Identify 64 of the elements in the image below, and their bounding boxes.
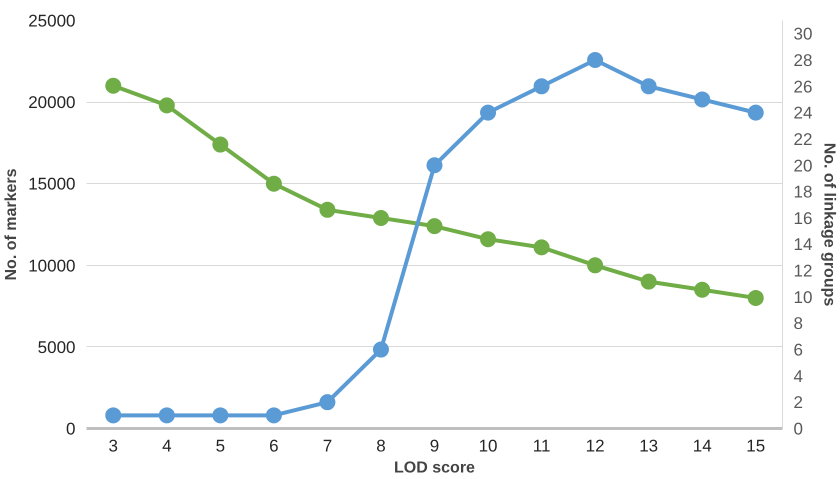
point [266,176,282,192]
x-tick-label: 10 [478,436,498,456]
x-tick-label: 11 [532,436,550,456]
point [105,78,122,94]
x-tick-label: 13 [639,436,658,456]
x-tick-label: 4 [162,436,172,456]
point [640,78,657,94]
y2-tick-label: 10 [794,288,812,307]
x-axis-title: LOD score [394,460,476,476]
y2-tick-label: 18 [794,182,812,202]
point [694,282,710,298]
point [372,210,389,226]
point [534,78,550,94]
x-tick-label: 5 [216,436,226,456]
point [158,97,175,114]
point [534,239,550,256]
point [212,136,228,153]
y-tick-label: 0 [66,420,76,438]
point [587,257,604,274]
x-tick-label: 6 [269,436,279,456]
y2-tick-label: 22 [794,130,812,149]
y2-tick-label: 20 [794,156,812,176]
x-tick-label: 9 [430,436,440,456]
y2-tick-label: 4 [794,366,803,386]
x-tick-label: 3 [108,436,118,456]
y2-axis-title: No. of linkage groups [820,142,838,306]
y-axis-title: No. of markers [3,168,20,281]
point [212,407,228,424]
x-tick-label: 8 [376,436,386,456]
point [480,104,496,121]
point [640,274,657,290]
point [480,231,496,248]
y-tick-label: 20000 [28,93,76,112]
x-tick-label: 7 [322,436,332,456]
y2-tick-label: 8 [794,314,803,334]
y-tick-label: 5000 [38,338,76,357]
point [319,394,336,410]
y-tick-label: 10000 [28,256,76,276]
y2-tick-label: 16 [794,208,812,228]
y2-tick-label: 28 [794,50,812,70]
y2-tick-label: 30 [794,24,812,44]
y-tick-label: 25000 [28,12,76,30]
point [372,342,389,358]
point [319,202,336,218]
point [105,407,122,424]
y2-tick-label: 26 [794,77,812,96]
point [158,407,175,424]
y2-tick-label: 6 [794,340,803,360]
y2-tick-label: 12 [794,262,812,281]
x-tick-label: 14 [692,436,712,456]
y2-tick-label: 14 [794,235,812,254]
point [694,91,710,108]
point [748,104,764,121]
y2-tick-label: 24 [794,104,812,123]
y2-tick-label: 2 [794,393,803,412]
y-tick-label: 15000 [28,174,76,194]
x-tick-label: 15 [746,436,766,456]
point [587,52,604,68]
x-tick-label: 12 [586,436,605,456]
point [426,157,442,174]
point [266,407,282,424]
point [426,218,442,234]
point [748,290,764,306]
y2-tick-label: 0 [794,420,803,438]
